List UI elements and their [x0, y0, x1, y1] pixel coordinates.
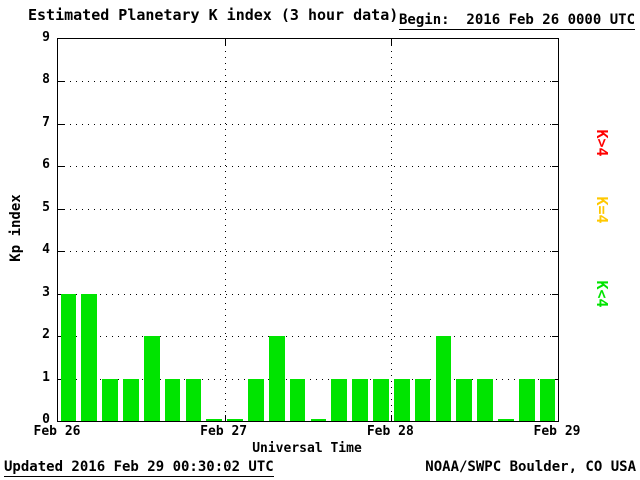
kp-bar: [435, 336, 452, 421]
x-tick-label: Feb 29: [533, 424, 581, 439]
y-tick-label: 5: [42, 199, 50, 215]
x-tick-label: Feb 28: [366, 424, 414, 439]
y-tick: [552, 336, 558, 338]
x-tick: [224, 39, 226, 45]
gridline-vertical: [391, 39, 393, 421]
y-tick: [58, 166, 64, 168]
x-tick-label: Feb 27: [200, 424, 248, 439]
updated-timestamp: Updated 2016 Feb 29 00:30:02 UTC: [4, 459, 274, 477]
kp-bar: [518, 378, 535, 421]
kp-bar: [373, 378, 389, 421]
gridline-horizontal: [58, 336, 558, 338]
kp-bar: [477, 378, 493, 421]
kp-bar: [123, 378, 139, 421]
x-tick: [391, 39, 393, 45]
y-tick-label: 7: [42, 114, 50, 130]
source-credit: NOAA/SWPC Boulder, CO USA: [425, 459, 636, 475]
gridline-horizontal: [58, 208, 558, 210]
legend-item-2: K<4: [593, 280, 611, 308]
kp-bar: [352, 378, 368, 421]
gridline-horizontal: [58, 81, 558, 83]
gridline-horizontal: [58, 123, 558, 125]
y-tick: [552, 166, 558, 168]
y-tick-label: 1: [42, 369, 50, 385]
y-tick: [58, 208, 64, 210]
x-tick: [224, 415, 226, 421]
kp-bar: [164, 378, 181, 421]
kp-bar: [331, 378, 348, 421]
chart-title: Estimated Planetary K index (3 hour data…: [28, 6, 399, 24]
y-tick: [552, 81, 558, 83]
kp-bar: [60, 293, 77, 421]
gridline-horizontal: [58, 293, 558, 295]
gridline-horizontal: [58, 251, 558, 253]
y-tick-label: 8: [42, 72, 50, 88]
y-tick-label: 6: [42, 157, 50, 173]
y-tick: [58, 251, 64, 253]
y-tick: [552, 251, 558, 253]
y-axis-title: Kp index: [8, 194, 24, 262]
kp-bar: [498, 419, 514, 421]
legend-item-1: K=4: [593, 196, 611, 224]
y-tick-label: 9: [42, 30, 50, 45]
gridline-horizontal: [58, 378, 558, 380]
kp-bar: [414, 378, 431, 421]
kp-bar: [206, 419, 223, 421]
plot-area: [57, 38, 559, 422]
kp-bar: [539, 378, 556, 421]
y-tick-label: 2: [42, 327, 50, 343]
kp-bar: [248, 378, 264, 421]
y-tick: [58, 81, 64, 83]
x-tick: [391, 415, 393, 421]
gridline-vertical: [224, 39, 226, 421]
y-tick: [58, 123, 64, 125]
gridline-horizontal: [58, 166, 558, 168]
begin-timestamp: Begin: 2016 Feb 26 0000 UTC: [399, 12, 636, 30]
kp-bar: [268, 336, 285, 421]
kp-bar: [289, 378, 306, 421]
y-tick-label: 4: [42, 242, 50, 258]
kp-bar: [102, 378, 118, 421]
y-tick: [552, 208, 558, 210]
kp-bar: [456, 378, 473, 421]
kp-bar: [227, 419, 243, 421]
kp-bar: [143, 336, 160, 421]
x-tick-label: Feb 26: [33, 424, 81, 439]
x-axis-title: Universal Time: [252, 441, 362, 456]
y-tick: [552, 123, 558, 125]
kp-bar: [185, 378, 202, 421]
kp-bar: [81, 293, 98, 421]
y-tick-label: 0: [42, 412, 50, 427]
legend-item-0: K>4: [593, 129, 611, 157]
kp-bar: [393, 378, 410, 421]
kp-bar: [310, 419, 327, 421]
y-tick: [552, 293, 558, 295]
y-tick-label: 3: [42, 284, 50, 300]
